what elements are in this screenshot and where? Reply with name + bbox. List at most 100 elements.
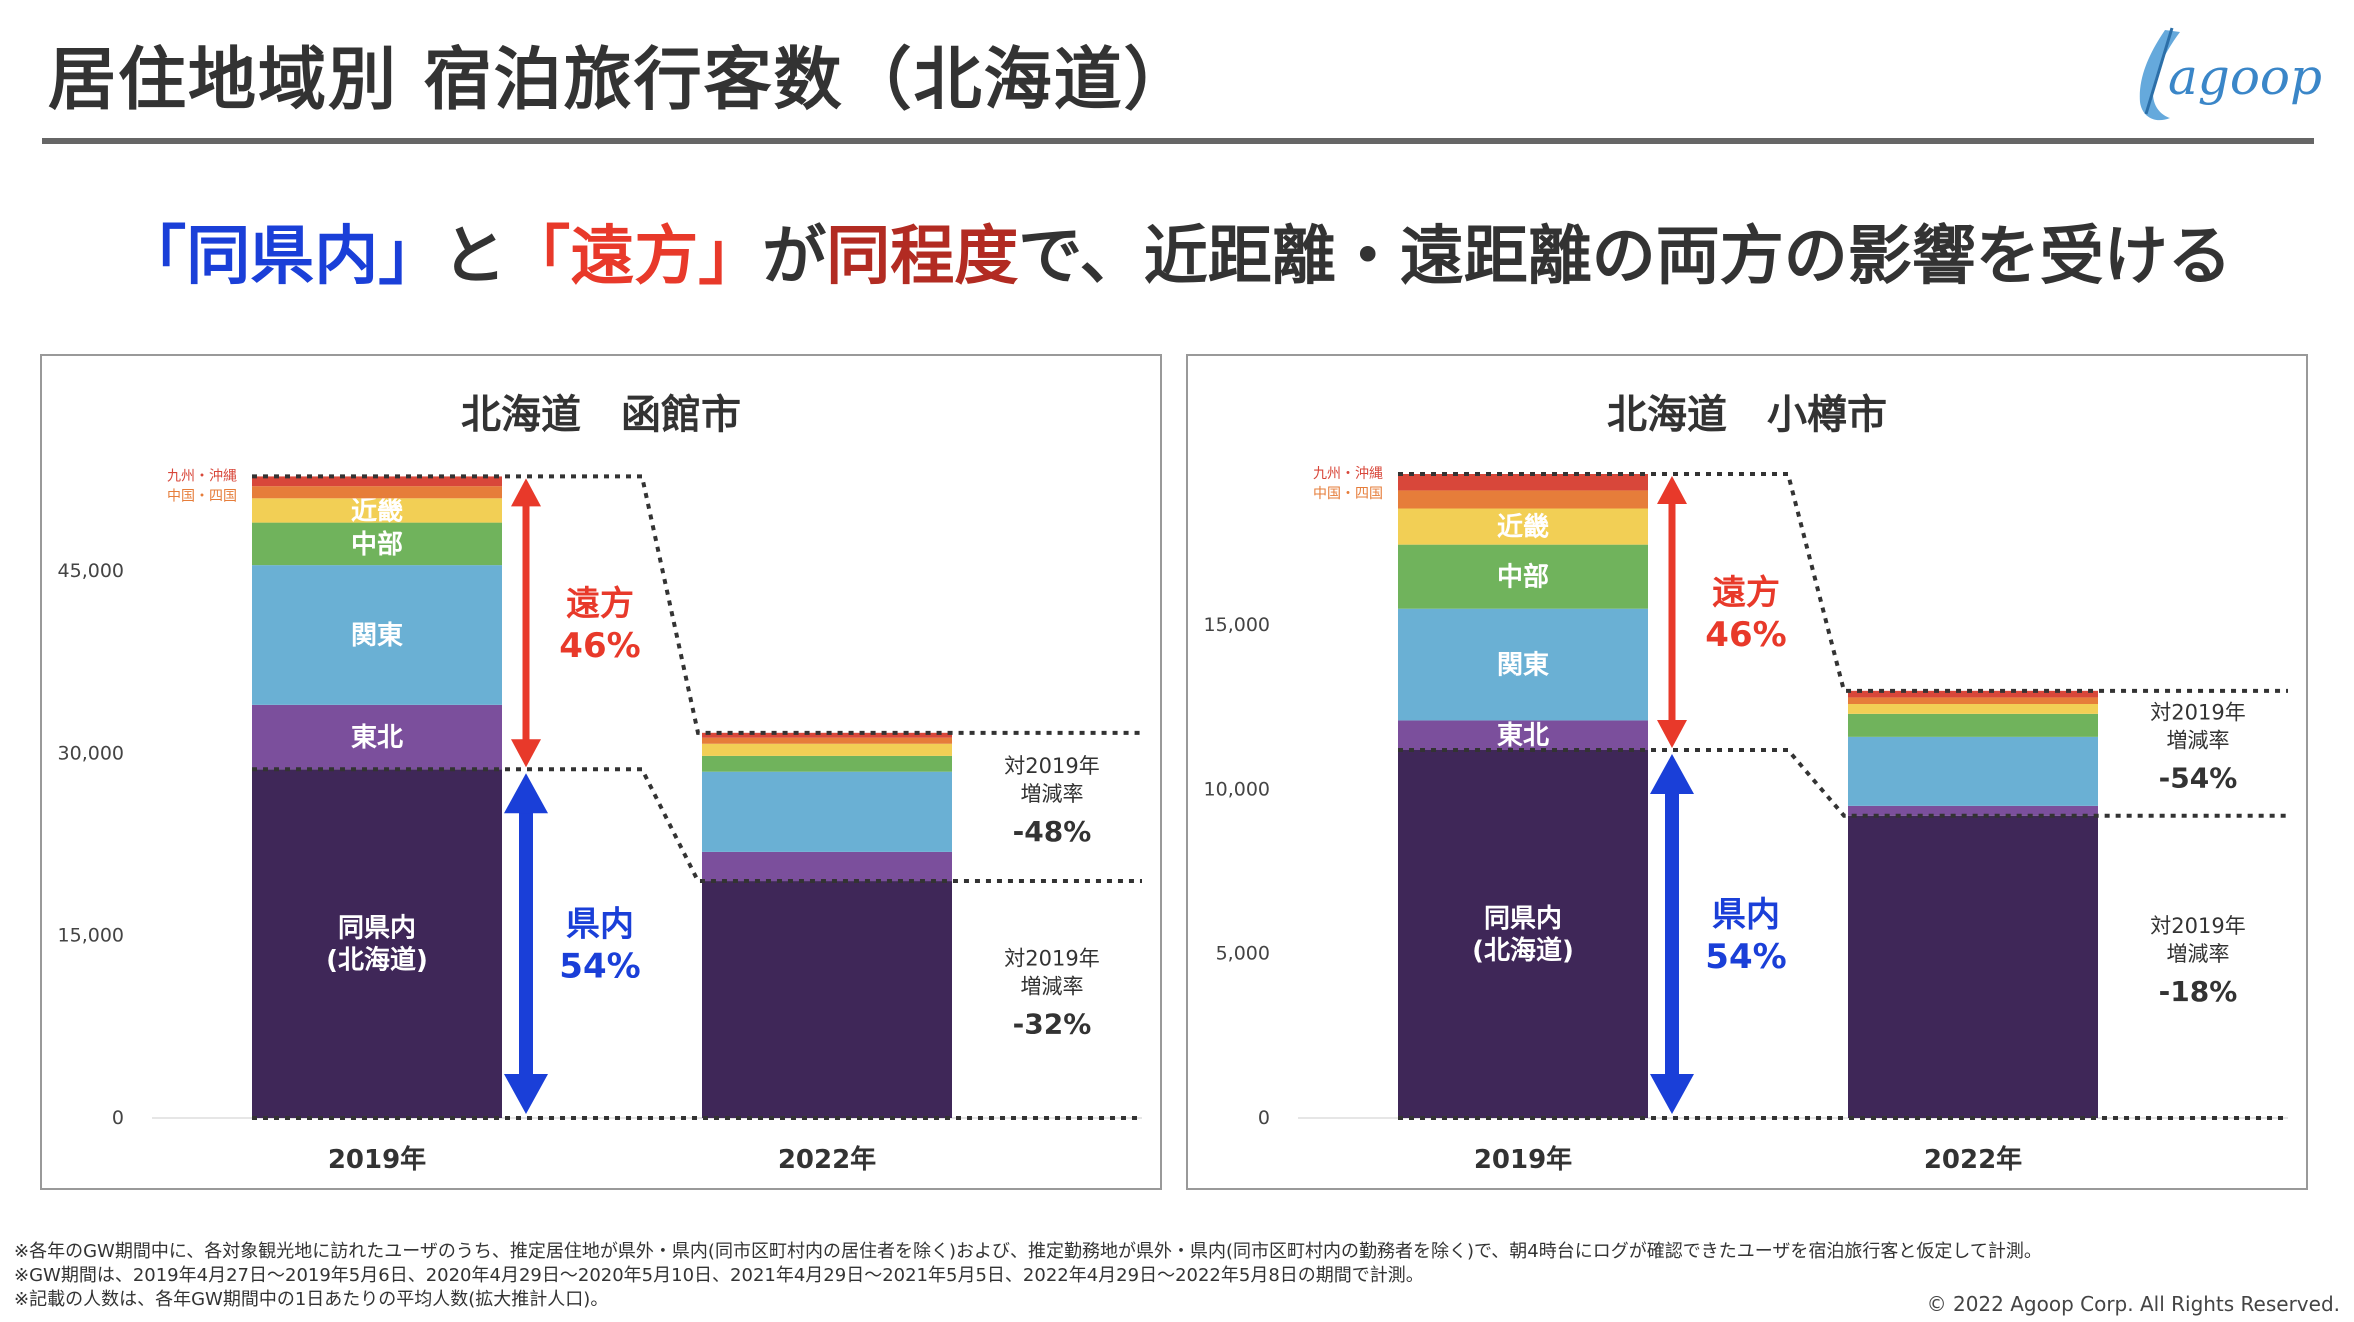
chart-otaru: 北海道 小樽市 0 5,000 10,000 15,000 同県内(北海道) 東北 関東 中部 近… [1204, 392, 2288, 1175]
chart-title: 北海道 小樽市 [1607, 392, 1887, 438]
bar-segment [252, 476, 502, 487]
headline-rest: で、近距離・遠距離の両方の影響を受ける [1018, 220, 2232, 294]
far-change-line2: 増減率 [2167, 728, 2230, 752]
y-tick-label: 5,000 [1216, 943, 1270, 965]
near-connector [252, 767, 1142, 884]
segment-label: 同県内 [338, 914, 416, 944]
near-change-line1: 対2019年 [1004, 947, 1099, 971]
bar-segment [1398, 474, 1648, 491]
far-change-line1: 対2019年 [1004, 754, 1099, 778]
footnote-3: ※記載の人数は、各年GW期間中の1日あたりの平均人数(拡大推計人口)。 [14, 1289, 609, 1310]
bar-segment [1848, 815, 2098, 1118]
side-label: 中国・四国 [167, 488, 237, 504]
bar-segment [1848, 805, 2098, 816]
far-label: 遠方 [566, 584, 634, 624]
far-label: 遠方 [1712, 573, 1780, 613]
near-label: 県内 [566, 905, 634, 945]
y-tick-label: 10,000 [1204, 778, 1270, 800]
near-arrow-head [1650, 1074, 1694, 1114]
chart-title: 北海道 函館市 [461, 392, 741, 438]
segment-label: 近畿 [351, 496, 403, 526]
headline-far: 「遠方」 [506, 220, 763, 294]
segment-label: 中部 [351, 530, 403, 560]
near-pct: 54% [1705, 937, 1786, 977]
bar-segment [702, 881, 952, 1118]
bar-segment [252, 769, 502, 1118]
bar-segment [702, 732, 952, 738]
bar-segment [252, 565, 502, 705]
bar-segment [1398, 750, 1648, 1118]
bar-segment [1848, 697, 2098, 704]
y-tick-label: 45,000 [58, 560, 124, 582]
near-change-value: -32% [1013, 1008, 1092, 1041]
page-title: 居住地域別 宿泊旅行客数（北海道） [48, 41, 1194, 120]
bar-segment [252, 522, 502, 566]
bar-segment [1398, 720, 1648, 750]
bar-segment [1848, 713, 2098, 737]
bar-segment [702, 771, 952, 852]
near-arrow-head [1650, 754, 1694, 794]
title-divider [42, 138, 2314, 144]
near-label: 県内 [1712, 895, 1780, 935]
near-change-line2: 増減率 [1021, 975, 1084, 999]
bar-segment [702, 737, 952, 744]
segment-label: (北海道) [326, 945, 428, 976]
bar-segment [252, 486, 502, 499]
far-change-line2: 増減率 [1021, 782, 1084, 806]
y-tick-label: 15,000 [1204, 614, 1270, 636]
bar-segment [702, 755, 952, 772]
near-change-line2: 増減率 [2167, 942, 2230, 966]
far-change-value: -54% [2159, 761, 2238, 794]
chart-hakodate: 北海道 函館市 0 15,000 30,000 45,000 同県内(北海道) 東北 関東 中部… [58, 392, 1142, 1175]
bar-segment [1848, 690, 2098, 698]
near-change-value: -18% [2159, 975, 2238, 1008]
footnote-2: ※GW期間は、2019年4月27日～2019年5月6日、2020年4月29日～2… [14, 1265, 1424, 1286]
segment-label: 関東 [1497, 651, 1549, 681]
x-tick-label: 2019年 [328, 1144, 426, 1175]
side-label: 九州・沖縄 [167, 468, 237, 484]
logo-text: agoop [2168, 48, 2323, 106]
bar-segment [1848, 736, 2098, 806]
far-arrow-head [1657, 720, 1687, 748]
segment-label: 近畿 [1497, 513, 1549, 543]
far-change-line1: 対2019年 [2150, 700, 2245, 724]
segment-label: 関東 [351, 621, 403, 651]
y-tick-label: 30,000 [58, 742, 124, 764]
headline: 「同県内」と「遠方」が同程度で、近距離・遠距離の両方の影響を受ける [0, 205, 2354, 297]
far-arrow-head [1657, 476, 1687, 504]
bar-segment [252, 498, 502, 523]
chart-panel-hakodate: 北海道 函館市 0 15,000 30,000 45,000 同県内 (北海道) 東北 関東 中部… [40, 354, 1162, 1190]
x-tick-label: 2022年 [1924, 1144, 2022, 1175]
headline-same-level: 同程度 [826, 220, 1019, 294]
bar-segment [252, 704, 502, 770]
chart-panel-otaru: 北海道 小樽市 0 5,000 10,000 15,000 同県内 (北海道) 東北 関東 中部 近… [1186, 354, 2308, 1190]
side-label: 九州・沖縄 [1313, 466, 1383, 482]
agoop-logo [2139, 27, 2180, 121]
headline-in-prefecture: 「同県内」 [122, 220, 443, 294]
segment-label: (北海道) [1472, 935, 1574, 966]
near-arrow-head [504, 1074, 548, 1114]
bar-segment [702, 743, 952, 756]
total-connector [252, 474, 1142, 735]
headline-to: と [442, 220, 507, 294]
far-pct: 46% [559, 626, 640, 666]
y-tick-label: 15,000 [58, 925, 124, 947]
bar-segment [1398, 490, 1648, 509]
y-tick-label: 0 [1258, 1107, 1270, 1129]
near-pct: 54% [559, 947, 640, 987]
x-tick-label: 2019年 [1474, 1144, 1572, 1175]
bar-segment [1848, 704, 2098, 714]
far-arrow-head [511, 739, 541, 768]
x-tick-label: 2022年 [778, 1144, 876, 1175]
segment-label: 同県内 [1484, 904, 1562, 934]
far-arrow-head [511, 478, 541, 507]
footnotes: ※各年のGW期間中に、各対象観光地に訪れたユーザのうち、推定居住地が県外・県内(… [14, 1240, 2042, 1312]
far-change-value: -48% [1013, 815, 1092, 848]
near-arrow-head [504, 773, 548, 814]
segment-label: 中部 [1497, 563, 1549, 593]
bar-segment [1398, 508, 1648, 545]
side-label: 中国・四国 [1313, 486, 1383, 502]
y-tick-label: 0 [112, 1107, 124, 1129]
headline-ga: が [762, 220, 827, 294]
near-connector [1398, 748, 2288, 818]
